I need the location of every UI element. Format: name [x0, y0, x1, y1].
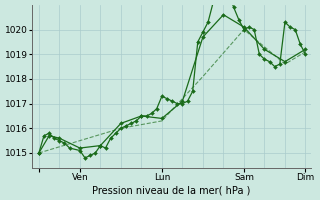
X-axis label: Pression niveau de la mer( hPa ): Pression niveau de la mer( hPa ) — [92, 185, 251, 195]
